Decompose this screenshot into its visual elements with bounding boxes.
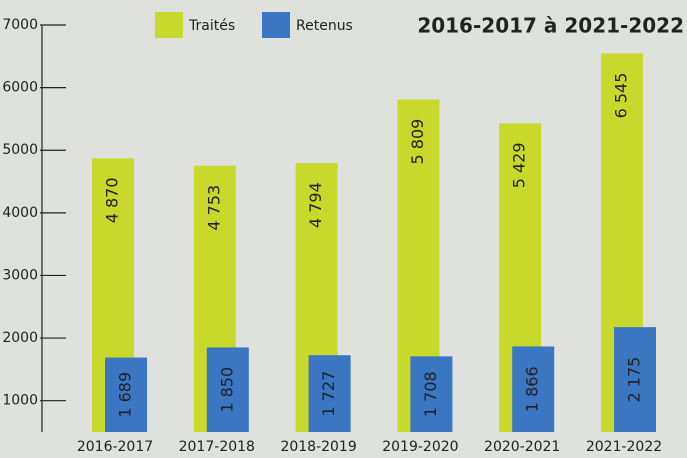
y-tick-label: 2000 [2, 330, 38, 346]
value-label: 1 866 [523, 366, 542, 412]
value-label: 6 545 [612, 73, 631, 119]
bar [308, 355, 351, 432]
x-tick-label: 2016-2017 [77, 439, 153, 455]
value-label: 1 727 [319, 371, 338, 417]
value-label: 1 850 [217, 367, 236, 413]
legend-swatch [262, 12, 290, 38]
legend-label: Retenus [296, 18, 353, 34]
value-label: 2 175 [625, 357, 644, 403]
y-tick-label: 3000 [2, 267, 38, 283]
y-tick-label: 4000 [2, 205, 38, 221]
x-tick-label: 2021-2022 [586, 439, 662, 455]
bar [614, 327, 656, 432]
legend-label: Traités [188, 18, 235, 34]
x-tick-label: 2017-2018 [179, 439, 255, 455]
bar [410, 356, 453, 432]
value-label: 4 753 [204, 185, 223, 231]
value-label: 1 689 [116, 372, 135, 418]
bar [206, 347, 249, 432]
y-tick-label: 6000 [2, 80, 38, 96]
value-label: 1 708 [421, 371, 440, 417]
value-label: 4 870 [103, 177, 122, 223]
chart-title: 2016-2017 à 2021-2022 [417, 14, 684, 38]
x-tick-label: 2018-2019 [280, 439, 356, 455]
bar [105, 357, 147, 432]
x-tick-label: 2019-2020 [382, 439, 458, 455]
value-label: 4 794 [306, 182, 325, 228]
value-label: 5 429 [510, 142, 529, 188]
value-label: 5 809 [408, 119, 427, 165]
legend-swatch [155, 12, 183, 38]
y-tick-label: 7000 [2, 17, 38, 33]
bar [512, 346, 555, 432]
x-tick-label: 2020-2021 [484, 439, 560, 455]
y-tick-label: 5000 [2, 142, 38, 158]
y-tick-label: 1000 [2, 393, 38, 409]
